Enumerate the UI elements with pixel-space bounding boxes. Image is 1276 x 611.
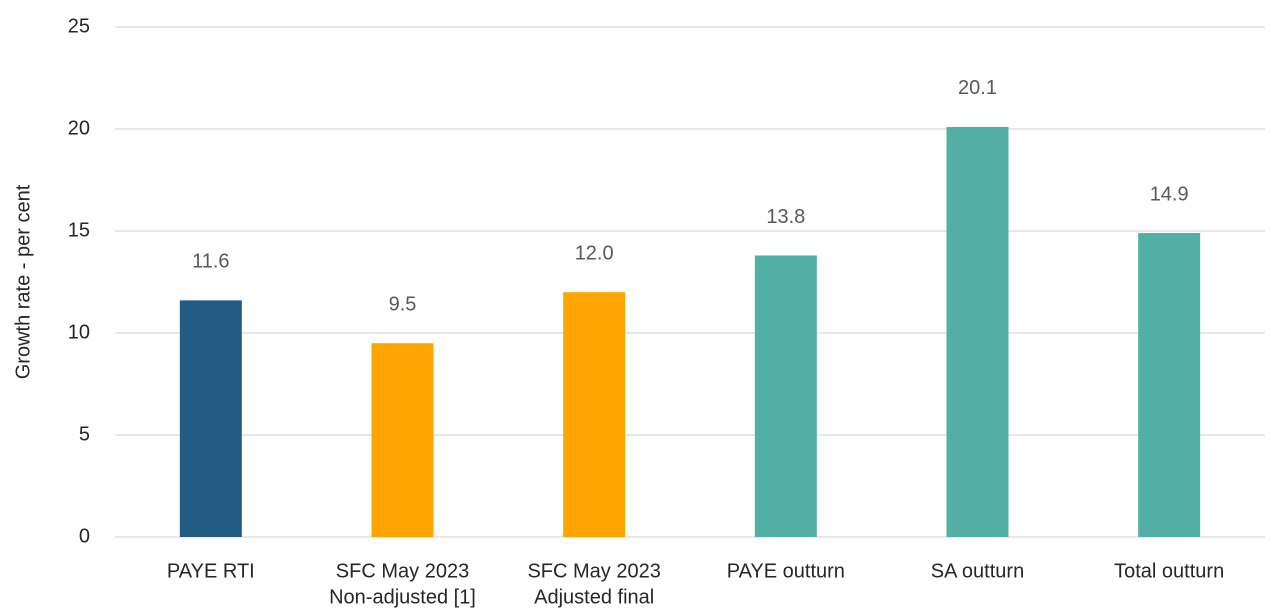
bar: [754, 255, 817, 538]
y-tick-label: 10: [68, 321, 90, 343]
x-tick-label: PAYE RTI: [167, 560, 255, 582]
y-axis-label: Growth rate - per cent: [12, 184, 34, 379]
data-label: 13.8: [766, 206, 805, 228]
bar: [946, 126, 1009, 538]
x-tick-label: SFC May 2023: [336, 560, 469, 582]
data-label: 11.6: [192, 251, 229, 273]
x-tick-label: Total outturn: [1114, 560, 1224, 582]
data-label: 9.5: [389, 293, 417, 315]
bar: [563, 292, 626, 537]
x-tick-label: Adjusted final: [534, 586, 654, 608]
x-tick-label: PAYE outturn: [727, 560, 845, 582]
y-tick-label: 25: [68, 15, 90, 37]
y-tick-label: 5: [79, 423, 90, 445]
bar: [1138, 233, 1201, 538]
y-tick-label: 15: [68, 219, 90, 241]
data-label: 20.1: [958, 77, 997, 99]
x-tick-label: SA outturn: [931, 560, 1024, 582]
data-label: 12.0: [575, 242, 614, 264]
bar: [179, 300, 242, 537]
x-tick-label: SFC May 2023: [527, 560, 660, 582]
y-tick-label: 0: [79, 525, 90, 547]
bar: [371, 343, 434, 537]
data-label: 14.9: [1150, 183, 1189, 205]
y-tick-label: 20: [68, 117, 90, 139]
x-tick-label: Non-adjusted [1]: [329, 586, 476, 608]
